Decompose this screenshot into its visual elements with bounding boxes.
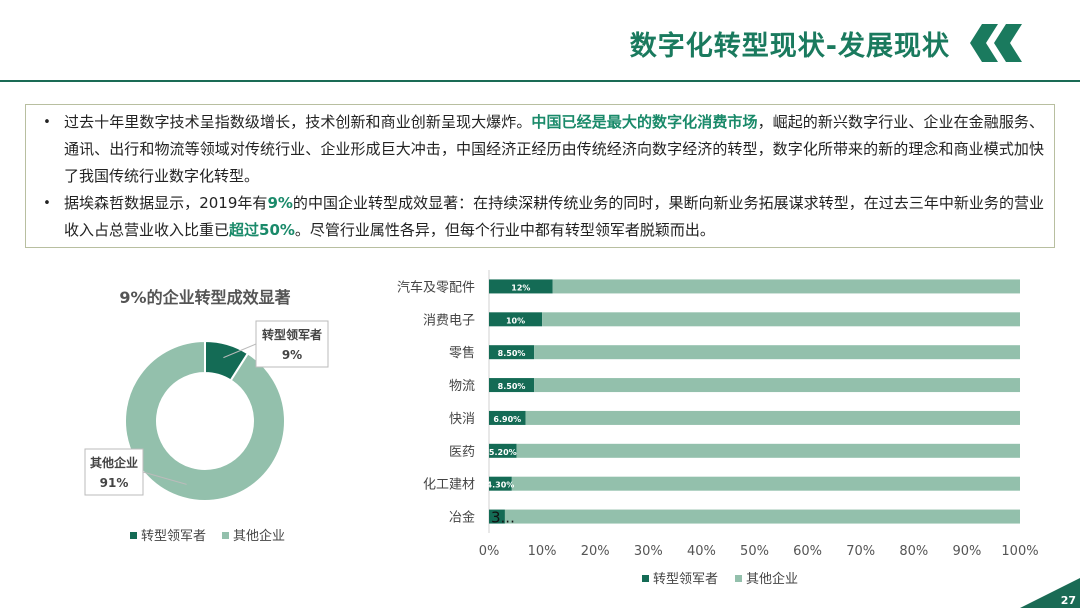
bar-segment-leader xyxy=(489,410,526,425)
bar-segment-other xyxy=(525,410,1020,425)
x-tick-label: 80% xyxy=(899,544,928,559)
paragraph-segment: 的中国企业转型成效显著：在持续深耕传统业务的同时，果断向新业务拓展谋求转型，在过… xyxy=(64,194,1044,239)
bar-data-label: 4.30% xyxy=(487,481,515,490)
legend-swatch xyxy=(222,532,229,539)
paragraph-text: 过去十年里数字技术呈指数级增长，技术创新和商业创新呈现大爆炸。中国已经是最大的数… xyxy=(64,109,1044,190)
bullet-paragraph-2: • 据埃森哲数据显示，2019年有9%的中国企业转型成效显著：在持续深耕传统业务… xyxy=(30,190,1044,244)
legend-swatch xyxy=(130,532,137,539)
bar-segment-leader xyxy=(489,345,535,360)
legend-swatch xyxy=(642,575,649,582)
bar-segment-other xyxy=(534,345,1020,360)
paragraph-segment: 过去十年里数字技术呈指数级增长，技术创新和商业创新呈现大爆炸。 xyxy=(64,113,532,131)
bar-segment-leader xyxy=(489,443,517,458)
donut-slice xyxy=(124,339,286,502)
page-title: 数字化转型现状-发展现状 xyxy=(629,31,950,62)
category-label: 医药 xyxy=(449,445,475,460)
donut-chart-title: 9%的企业转型成效显著 xyxy=(119,288,290,307)
donut-data-label: 其他企业 xyxy=(90,455,138,470)
bar-data-label: 8.50% xyxy=(498,349,526,358)
category-label: 物流 xyxy=(449,379,475,394)
category-label: 冶金 xyxy=(449,510,475,526)
category-label: 消费电子 xyxy=(423,313,475,328)
bar-data-label: 12% xyxy=(511,283,530,292)
bar-data-label: 6.90% xyxy=(493,415,521,424)
chevron-decoration-icon xyxy=(970,24,1022,62)
bar-data-label: 10% xyxy=(506,316,525,325)
summary-textbox: • 过去十年里数字技术呈指数级增长，技术创新和商业创新呈现大爆炸。中国已经是最大… xyxy=(25,104,1055,248)
bullet-dot-icon: • xyxy=(43,196,51,211)
x-tick-label: 70% xyxy=(846,544,875,559)
donut-data-value: 91% xyxy=(100,476,129,490)
callout-box xyxy=(84,448,144,496)
paragraph-text: 据埃森哲数据显示，2019年有9%的中国企业转型成效显著：在持续深耕传统业务的同… xyxy=(64,190,1044,244)
page-number-badge: 27 xyxy=(1020,578,1080,608)
callout-box xyxy=(255,320,329,368)
category-label: 零售 xyxy=(449,345,475,361)
paragraph-segment: 。尽管行业属性各异，但每个行业中都有转型领军者脱颖而出。 xyxy=(294,221,715,239)
bar-segment-leader xyxy=(489,378,535,393)
category-label: 化工建材 xyxy=(423,478,475,493)
legend-item: 转型领军者 xyxy=(653,572,718,587)
x-tick-label: 0% xyxy=(479,544,500,559)
bar-segment-other xyxy=(534,378,1020,393)
bar-segment-leader xyxy=(489,476,512,491)
bar-segment-leader xyxy=(489,509,505,524)
x-tick-label: 30% xyxy=(634,544,663,559)
x-tick-label: 10% xyxy=(528,544,557,559)
bullet-dot-icon: • xyxy=(43,115,51,130)
legend-swatch xyxy=(735,575,742,582)
category-label: 汽车及零配件 xyxy=(397,279,475,295)
bar-segment-other xyxy=(552,279,1020,294)
legend-item: 转型领军者 xyxy=(141,529,206,544)
x-tick-label: 20% xyxy=(581,544,610,559)
x-tick-label: 50% xyxy=(740,544,769,559)
x-tick-label: 40% xyxy=(687,544,716,559)
bar-data-label: 3... xyxy=(491,509,515,527)
bar-data-label: 8.50% xyxy=(498,382,526,391)
category-label: 快消 xyxy=(449,412,475,427)
x-tick-label: 60% xyxy=(793,544,822,559)
donut-data-value: 9% xyxy=(282,348,302,362)
bar-segment-other xyxy=(504,509,1020,524)
x-tick-label: 100% xyxy=(1001,544,1038,559)
legend-item: 其他企业 xyxy=(746,571,798,587)
bar-segment-other xyxy=(516,443,1020,458)
highlight-text: 9% xyxy=(267,194,293,212)
header-divider xyxy=(0,80,1080,82)
bar-data-label: 5.20% xyxy=(489,448,517,457)
highlight-text: 超过50% xyxy=(229,221,295,239)
x-tick-label: 90% xyxy=(952,544,981,559)
donut-data-label: 转型领军者 xyxy=(262,327,322,342)
bullet-paragraph-1: • 过去十年里数字技术呈指数级增长，技术创新和商业创新呈现大爆炸。中国已经是最大… xyxy=(30,109,1044,190)
paragraph-segment: ，崛起的新兴数字行业、企业在金融服务、通讯、出行和物流等领域对传统行业、企业形成… xyxy=(64,113,1044,185)
page-number: 27 xyxy=(1061,594,1076,607)
callout-leader-line xyxy=(223,343,257,359)
bar-segment-other xyxy=(511,476,1020,491)
legend-item: 其他企业 xyxy=(233,528,285,544)
callout-leader-line xyxy=(142,471,187,485)
bar-segment-leader xyxy=(489,312,543,327)
highlight-text: 中国已经是最大的数字化消费市场 xyxy=(531,113,758,131)
bar-segment-other xyxy=(542,312,1020,327)
bar-segment-leader xyxy=(489,279,553,294)
paragraph-segment: 据埃森哲数据显示，2019年有 xyxy=(64,194,268,212)
